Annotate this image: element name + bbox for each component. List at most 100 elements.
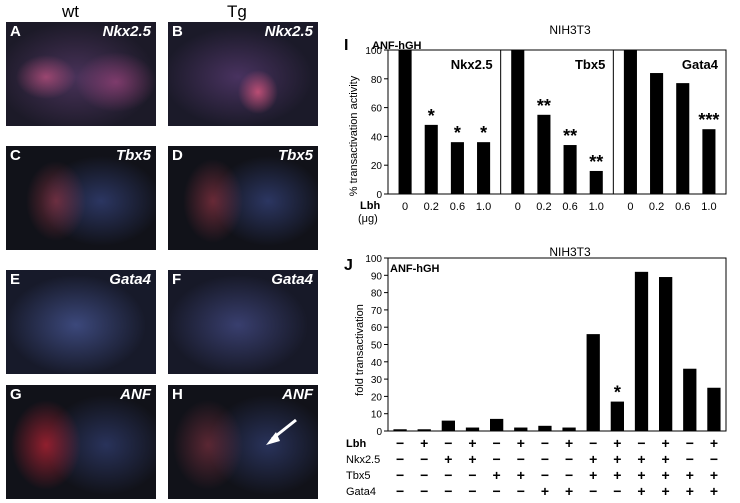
condition-sign: − [493, 451, 501, 467]
x-tick-label: 0 [515, 201, 521, 213]
bar [659, 277, 673, 431]
chart-j-title: NIH3T3 [549, 245, 591, 259]
panel-letter: D [172, 147, 183, 164]
condition-sign: + [662, 467, 670, 483]
condition-sign: + [637, 467, 645, 483]
bar [514, 427, 528, 431]
bar [393, 429, 407, 431]
gene-label: Nkx2.5 [264, 23, 313, 40]
bar [610, 401, 624, 431]
condition-sign: + [517, 435, 525, 451]
panel-letter-i: I [344, 37, 348, 54]
condition-sign: + [444, 451, 452, 467]
chart-j-row-label-nkx: Nkx2.5 [346, 454, 380, 466]
condition-sign: − [517, 451, 525, 467]
x-tick-label: 0 [627, 201, 633, 213]
chart-j: J NIH3T3 ANF-hGH fold transactivation Lb… [344, 245, 727, 499]
x-tick-label: 1.0 [701, 201, 716, 213]
bar [563, 145, 577, 194]
condition-sign: − [396, 483, 404, 499]
condition-sign: + [613, 451, 621, 467]
x-tick-label: 0.2 [649, 201, 664, 213]
bar [477, 142, 491, 194]
significance-marker: ** [537, 96, 551, 116]
chart-i-xunit: (μg) [358, 213, 378, 225]
condition-sign: − [541, 435, 549, 451]
gene-label: Nkx2.5 [102, 23, 151, 40]
gene-label: ANF [282, 386, 313, 403]
micrograph-panel-g: G ANF [6, 385, 156, 499]
bar [538, 425, 552, 431]
y-tick-label: 60 [371, 104, 383, 115]
micrograph-panel-f: F Gata4 [168, 270, 318, 374]
condition-sign: − [493, 435, 501, 451]
chart-j-row-label-lbh: Lbh [346, 438, 366, 450]
condition-sign: − [420, 451, 428, 467]
y-tick-label: 90 [371, 271, 383, 282]
y-tick-label: 0 [376, 190, 382, 201]
condition-sign: + [541, 483, 549, 499]
condition-sign: + [517, 467, 525, 483]
group-label: Nkx2.5 [451, 57, 493, 72]
condition-sign: − [468, 483, 476, 499]
panel-letter: C [10, 147, 21, 164]
gene-label: Gata4 [271, 271, 313, 288]
x-tick-label: 0.2 [536, 201, 551, 213]
significance-marker: * [480, 123, 487, 143]
chart-i-ylabel: % transactivation activity [348, 75, 360, 196]
bar [562, 427, 576, 431]
significance-marker: *** [698, 110, 719, 130]
condition-sign: − [686, 451, 694, 467]
y-tick-label: 40 [371, 132, 383, 143]
condition-sign: + [637, 483, 645, 499]
condition-sign: − [589, 435, 597, 451]
panel-letter: F [172, 271, 182, 288]
y-tick-label: 0 [376, 427, 382, 438]
chart-j-frame [387, 257, 727, 432]
micrograph-panel-d: D Tbx5 [168, 146, 318, 250]
y-tick-label: 80 [371, 75, 383, 86]
condition-sign: − [541, 467, 549, 483]
condition-sign: + [710, 483, 718, 499]
micrograph-panel-a: A Nkx2.5 [6, 22, 156, 126]
y-tick-label: 40 [371, 358, 383, 369]
group-label: Gata4 [682, 57, 719, 72]
condition-sign: − [444, 435, 452, 451]
significance-marker: * [614, 383, 621, 403]
significance-marker: ** [563, 126, 577, 146]
bar [586, 334, 600, 431]
condition-sign: − [396, 435, 404, 451]
x-tick-label: 1.0 [476, 201, 491, 213]
chart-i-xlabel: Lbh [360, 200, 380, 212]
micrograph-panel-h: H ANF [168, 385, 318, 499]
panel-letter: H [172, 386, 183, 403]
bar [511, 50, 525, 194]
gene-label: ANF [120, 386, 151, 403]
y-tick-label: 60 [371, 323, 383, 334]
chart-j-reporter: ANF-hGH [390, 263, 440, 275]
significance-marker: ** [589, 152, 603, 172]
condition-sign: − [565, 467, 573, 483]
chart-i: I NIH3T3 ANF-hGH % transactivation activ… [344, 23, 727, 225]
y-tick-label: 70 [371, 306, 383, 317]
condition-sign: − [565, 451, 573, 467]
condition-sign: + [493, 467, 501, 483]
chart-j-row-label-tbx5: Tbx5 [346, 470, 370, 482]
chart-i-title: NIH3T3 [549, 23, 591, 37]
chart-i-reporter: ANF-hGH [372, 40, 422, 52]
bar [398, 50, 412, 194]
panel-letter: A [10, 23, 21, 40]
chart-i-frame [387, 49, 727, 195]
bar [417, 429, 431, 431]
condition-sign: + [710, 467, 718, 483]
condition-sign: − [686, 435, 694, 451]
condition-sign: + [710, 435, 718, 451]
bar [634, 271, 649, 431]
micrograph-panel-b: B Nkx2.5 [168, 22, 318, 126]
condition-sign: − [444, 467, 452, 483]
condition-sign: − [396, 467, 404, 483]
group-label: Tbx5 [575, 57, 605, 72]
bar [683, 368, 697, 431]
condition-sign: − [541, 451, 549, 467]
panel-letter-j: J [344, 257, 353, 274]
